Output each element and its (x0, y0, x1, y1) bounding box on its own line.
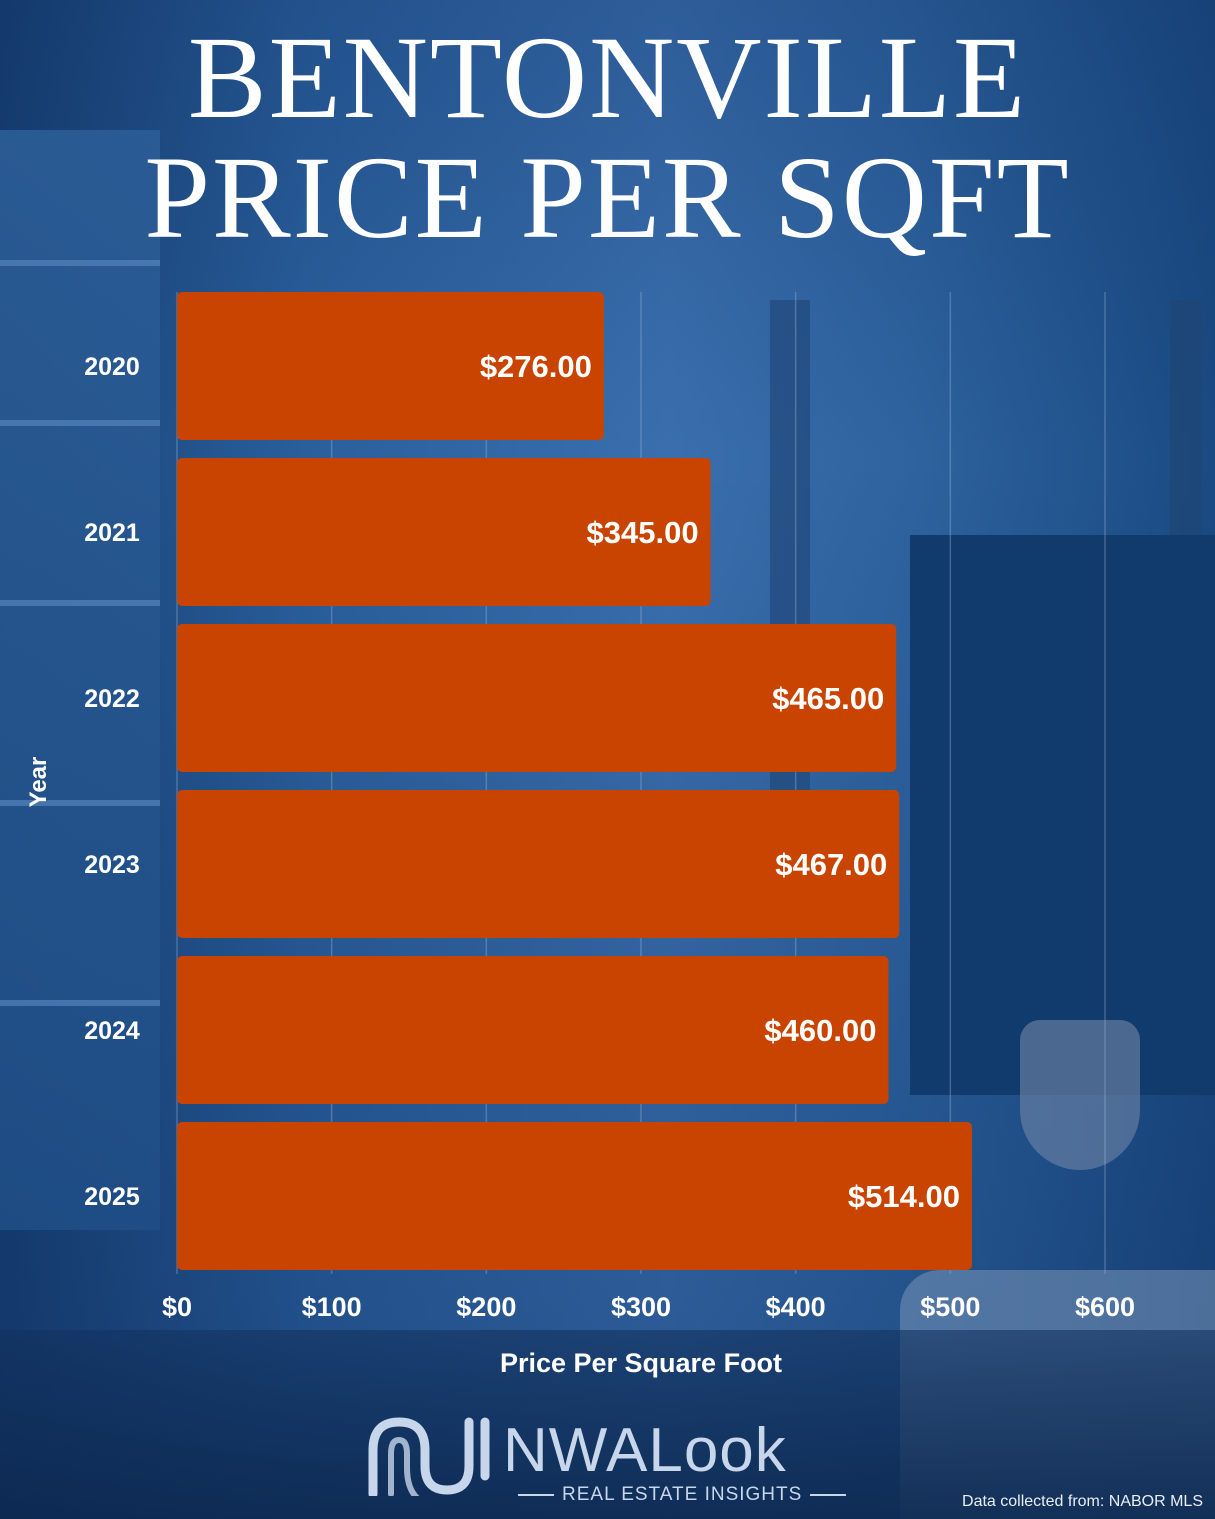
y-tick-2025: 2025 (84, 1183, 140, 1211)
bar-label-2023: $467.00 (775, 847, 887, 882)
x-tick-0: $0 (162, 1292, 192, 1322)
logo-wordmark: NWALook (503, 1416, 787, 1485)
bar-2023 (177, 790, 900, 938)
shelf-line (0, 600, 160, 606)
bar-label-2022: $465.00 (772, 681, 884, 716)
tagline-dash (810, 1493, 847, 1496)
title-line-1: BENTONVILLE (187, 12, 1028, 143)
bars (177, 292, 972, 1270)
bar-label-2025: $514.00 (848, 1179, 960, 1214)
x-tick-200: $200 (456, 1292, 516, 1322)
bookshelf-decor (0, 130, 160, 1230)
y-category-labels: 2020 2021 2022 2023 2024 2025 (84, 353, 140, 1211)
title-line-2: PRICE PER SQFT (144, 132, 1071, 263)
y-tick-2022: 2022 (84, 685, 140, 713)
vase-decor (1020, 1020, 1140, 1170)
shelf-line (0, 1000, 160, 1006)
shelf-line (0, 420, 160, 426)
y-tick-2023: 2023 (84, 851, 140, 879)
x-tick-500: $500 (920, 1292, 980, 1322)
logo-tagline-row: REAL ESTATE INSIGHTS (510, 1484, 854, 1506)
bar-data-labels: $276.00 $345.00 $465.00 $467.00 $460.00 $514.… (480, 349, 960, 1214)
bar-2025 (177, 1122, 972, 1270)
rug-floor-decor (0, 1330, 1215, 1519)
bar-label-2024: $460.00 (764, 1013, 876, 1048)
tv-cabinet-decor (910, 535, 1215, 1095)
x-tick-300: $300 (611, 1292, 671, 1322)
y-tick-2024: 2024 (84, 1017, 140, 1045)
brand-logo: NWALook REAL ESTATE INSIGHTS (365, 1410, 865, 1510)
logo-tagline: REAL ESTATE INSIGHTS (562, 1484, 803, 1505)
bar-2022 (177, 624, 897, 772)
source-note: Data collected from: NABOR MLS (962, 1493, 1203, 1510)
shelf-line (0, 800, 160, 806)
bar-2020 (177, 292, 604, 440)
bar-2021 (177, 458, 711, 606)
x-tick-600: $600 (1075, 1292, 1135, 1322)
bar-label-2021: $345.00 (587, 515, 699, 550)
y-axis-label: Year (25, 757, 52, 808)
bar-2024 (177, 956, 889, 1104)
tagline-dash (518, 1493, 554, 1496)
x-axis-label: Price Per Square Foot (500, 1348, 782, 1378)
x-tick-400: $400 (766, 1292, 826, 1322)
page-title: BENTONVILLE PRICE PER SQFT (0, 18, 1215, 258)
bar-label-2020: $276.00 (480, 349, 592, 384)
y-tick-2021: 2021 (84, 519, 140, 547)
logo-wave-icon (368, 1417, 490, 1496)
y-tick-2020: 2020 (84, 353, 140, 381)
shelf-line (0, 260, 160, 266)
x-tick-100: $100 (302, 1292, 362, 1322)
x-tick-labels: $0 $100 $200 $300 $400 $500 $600 (162, 1292, 1135, 1322)
gridlines (176, 292, 1106, 1274)
